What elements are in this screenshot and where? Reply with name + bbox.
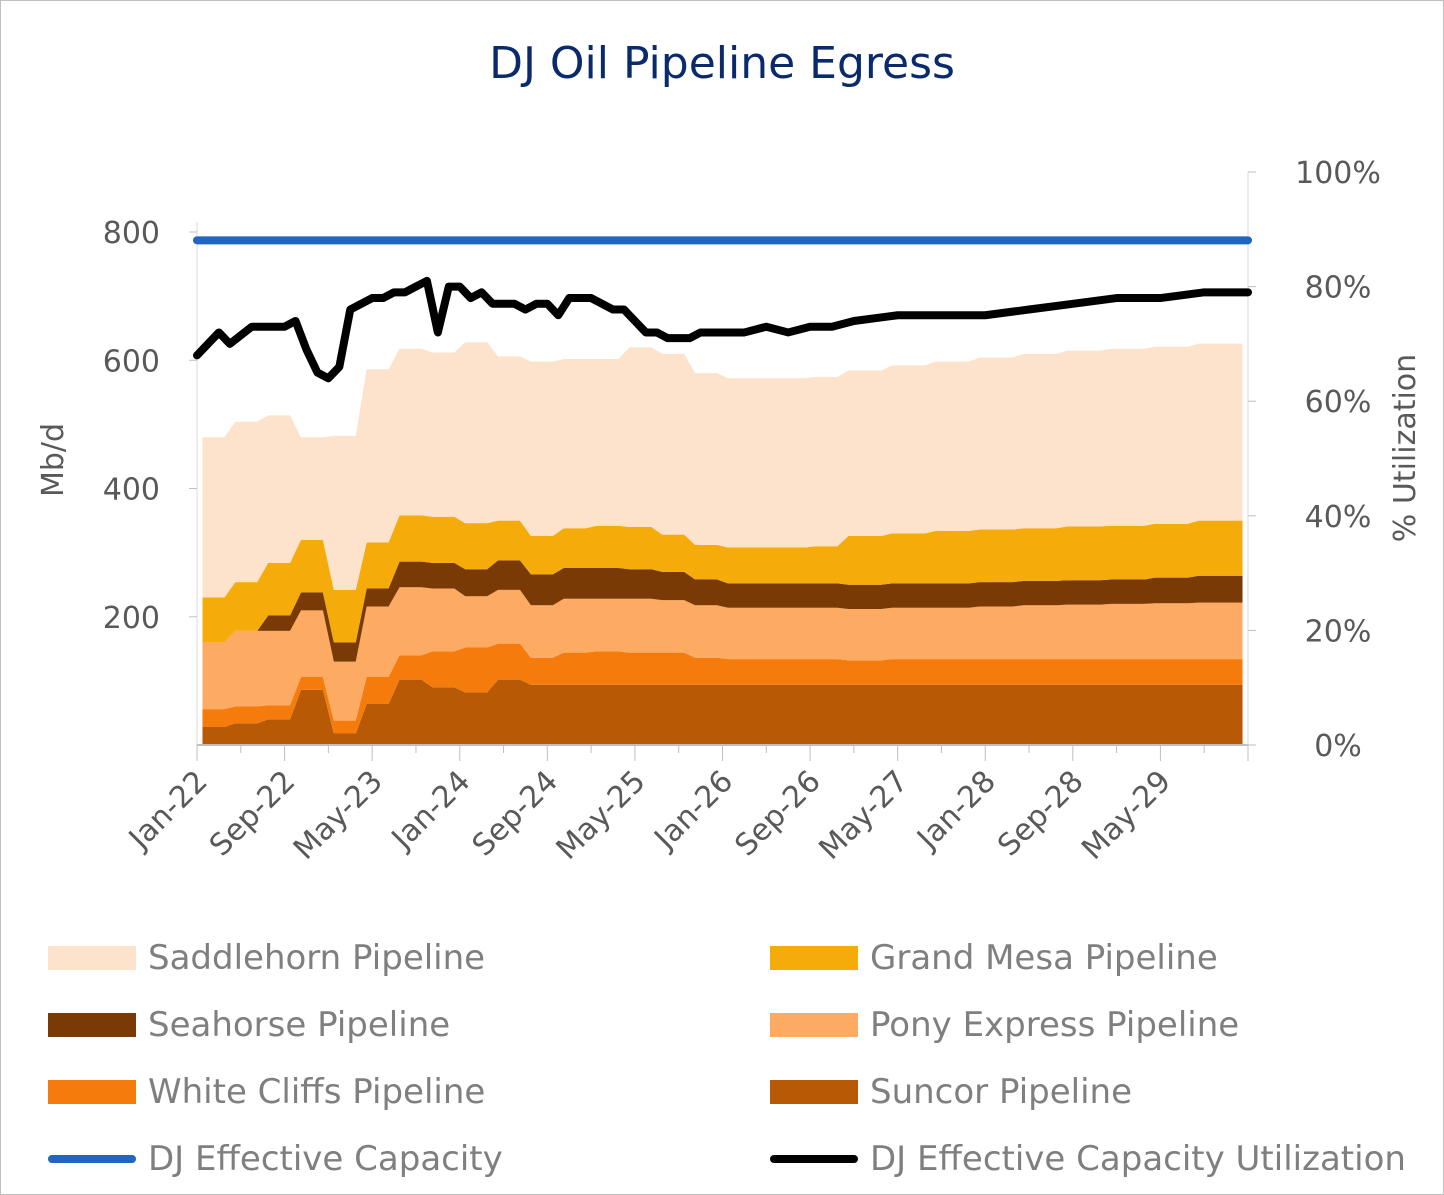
x-tick-label: May-27 (812, 764, 915, 867)
area-pony-express-pipeline (202, 587, 1243, 721)
legend-item-effective-capacity: DJ Effective Capacity (48, 1131, 503, 1187)
x-tick-label: May-23 (287, 764, 390, 867)
area-suncor-pipeline (202, 679, 1243, 745)
x-tick-label: May-29 (1075, 764, 1178, 867)
legend-swatch-grand-mesa (770, 946, 858, 970)
legend-swatch-utilization (770, 1155, 858, 1163)
area-saddlehorn-pipeline (202, 342, 1243, 598)
legend-item-saddlehorn: Saddlehorn Pipeline (48, 930, 485, 986)
y2-axis-title: % Utilization (1388, 354, 1423, 542)
legend-swatch-saddlehorn (48, 946, 136, 970)
x-tick-label: Sep-24 (466, 764, 565, 863)
x-tick-label: Jan-24 (384, 764, 478, 858)
legend-item-pony-express: Pony Express Pipeline (770, 997, 1239, 1053)
legend-item-white-cliffs: White Cliffs Pipeline (48, 1064, 485, 1120)
y2-tick-label: 100% (1295, 156, 1381, 191)
chart-legend: Saddlehorn Pipeline Grand Mesa Pipeline … (0, 930, 1444, 1190)
legend-label-seahorse: Seahorse Pipeline (148, 1005, 451, 1045)
x-tick-label: Jan-26 (647, 764, 741, 858)
area-grand-mesa-pipeline (202, 515, 1243, 643)
x-tick-label: Sep-28 (991, 764, 1090, 863)
y2-tick-label: 40% (1305, 500, 1372, 535)
legend-label-suncor: Suncor Pipeline (870, 1072, 1133, 1112)
x-tick-label: Jan-22 (121, 764, 215, 858)
legend-label-white-cliffs: White Cliffs Pipeline (148, 1072, 486, 1112)
legend-label-saddlehorn: Saddlehorn Pipeline (148, 938, 486, 978)
line-dj-effective-capacity-utilization (193, 276, 1252, 383)
legend-swatch-white-cliffs (48, 1080, 136, 1104)
legend-item-seahorse: Seahorse Pipeline (48, 997, 450, 1053)
legend-label-effective-capacity: DJ Effective Capacity (148, 1139, 503, 1179)
chart-plot: 2004006008000%20%40%60%80%100%Jan-22Sep-… (36, 156, 1423, 867)
legend-swatch-seahorse (48, 1013, 136, 1037)
y-axis-title: Mb/d (36, 423, 71, 497)
y-tick-label: 600 (103, 344, 160, 379)
x-tick-label: Sep-22 (203, 764, 302, 863)
y-tick-label: 800 (103, 216, 160, 251)
chart-title: DJ Oil Pipeline Egress (489, 38, 955, 89)
area-white-cliffs-pipeline (202, 643, 1243, 734)
y2-tick-label: 0% (1314, 729, 1362, 764)
legend-item-suncor: Suncor Pipeline (770, 1064, 1132, 1120)
legend-swatch-effective-capacity (48, 1155, 136, 1163)
legend-swatch-pony-express (770, 1013, 858, 1037)
legend-label-pony-express: Pony Express Pipeline (870, 1005, 1240, 1045)
legend-item-utilization: DJ Effective Capacity Utilization (770, 1131, 1406, 1187)
x-tick-label: Jan-28 (909, 764, 1003, 858)
legend-label-grand-mesa: Grand Mesa Pipeline (870, 938, 1218, 978)
legend-swatch-suncor (770, 1080, 858, 1104)
legend-item-grand-mesa: Grand Mesa Pipeline (770, 930, 1218, 986)
x-tick-label: May-25 (550, 764, 653, 867)
y-tick-label: 400 (103, 473, 160, 508)
y2-tick-label: 20% (1305, 614, 1372, 649)
y2-tick-label: 60% (1305, 385, 1372, 420)
legend-label-utilization: DJ Effective Capacity Utilization (870, 1139, 1406, 1179)
x-tick-label: Sep-26 (728, 764, 827, 863)
area-seahorse-pipeline (202, 560, 1243, 662)
y-tick-label: 200 (103, 601, 160, 636)
y2-tick-label: 80% (1305, 271, 1372, 306)
